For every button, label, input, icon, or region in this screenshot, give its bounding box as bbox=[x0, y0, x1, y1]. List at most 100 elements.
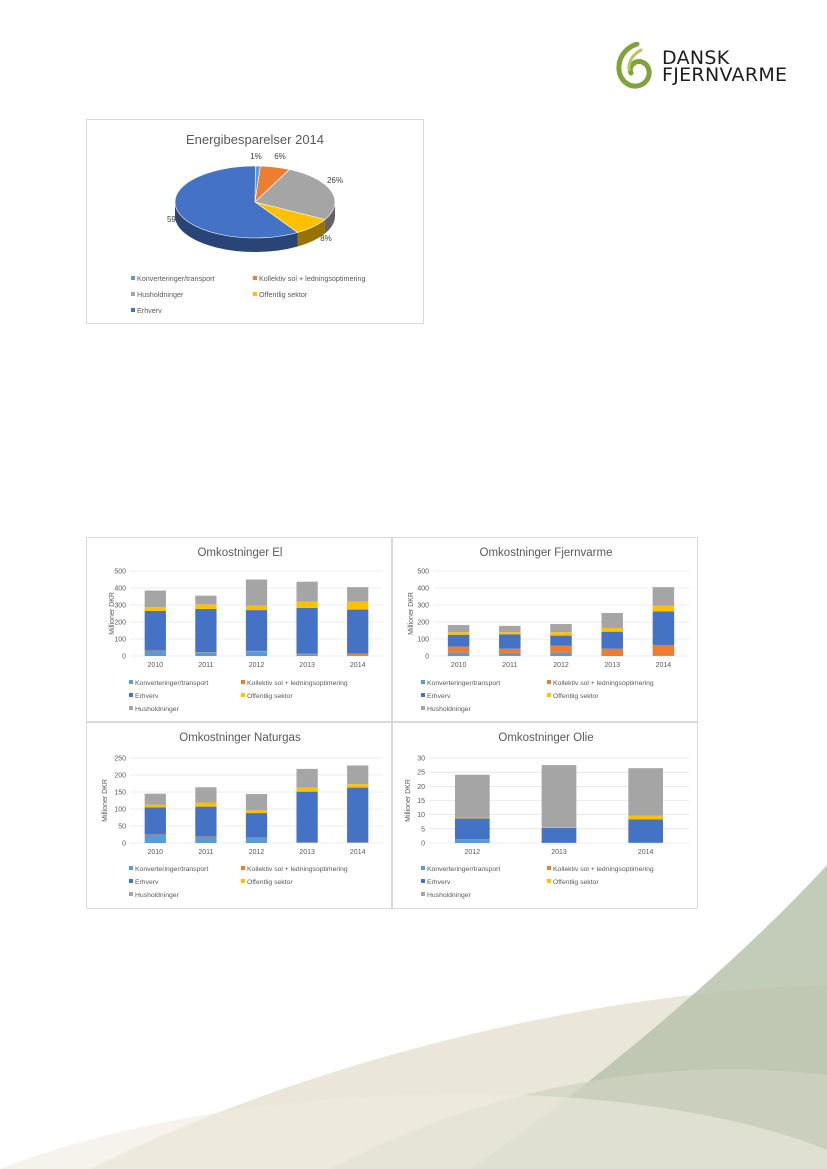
logo-line-1: DANSK bbox=[662, 47, 730, 69]
bar-segment-konverteringer-2014 bbox=[347, 655, 369, 656]
bar-segment-offentlig-2010 bbox=[144, 607, 166, 611]
dansk-fjernvarme-logo: DANSK FJERNVARME bbox=[615, 42, 815, 92]
bar-segment-kollektiv-2012 bbox=[550, 645, 572, 653]
y-tick-label: 150 bbox=[114, 790, 126, 797]
bar-segment-erhverv-2014 bbox=[628, 819, 663, 843]
bar-segment-erhverv-2013 bbox=[296, 607, 318, 654]
bar-chart-naturgas: Omkostninger Naturgas Millioner DKR 0 50 100… bbox=[86, 722, 392, 909]
bar-segment-erhverv-2012 bbox=[245, 813, 268, 838]
bar-segment-kollektiv-2014 bbox=[347, 653, 369, 656]
bar-segment-erhverv-2012 bbox=[245, 610, 268, 651]
chart-title: Omkostninger Olie bbox=[498, 732, 593, 744]
pie-legend-label-offentlig: Offentlig sektor bbox=[259, 290, 308, 299]
y-tick-label: 400 bbox=[417, 586, 429, 593]
legend-swatch-husholdninger bbox=[129, 892, 133, 896]
bar-chart-el: Omkostninger El Millioner DKR 0 100 200 300 40… bbox=[86, 537, 392, 722]
pie-data-label-erhverv: 59% bbox=[167, 215, 183, 224]
legend-label-offentlig: Offentlig sektor bbox=[247, 879, 293, 886]
legend-label-kollektiv: Kollektiv sol + ledningsoptimering bbox=[553, 866, 654, 873]
x-tick-label: 2014 bbox=[638, 849, 654, 856]
y-axis-label: Millioner DKR bbox=[102, 779, 109, 822]
pie-legend-label-konverteringer: Konverteringer/transport bbox=[137, 274, 215, 283]
bar-segment-kollektiv-2010 bbox=[447, 646, 470, 653]
legend-label-offentlig: Offentlig sektor bbox=[247, 693, 293, 700]
legend-swatch-erhverv bbox=[129, 879, 133, 883]
bar-segment-erhverv-2011 bbox=[195, 608, 217, 653]
bar-segment-husholdninger-2014 bbox=[347, 765, 369, 785]
y-tick-label: 100 bbox=[417, 637, 429, 644]
pie-side-husholdninger bbox=[324, 202, 335, 234]
x-tick-label: 2011 bbox=[198, 849, 213, 856]
pie-slice-erhverv bbox=[174, 165, 299, 239]
bar-segment-konverteringer-2012 bbox=[245, 837, 268, 843]
x-tick-label: 2010 bbox=[451, 662, 467, 669]
pie-data-label-husholdninger: 26% bbox=[327, 176, 343, 185]
bar-segment-husholdninger-2014 bbox=[628, 768, 663, 816]
x-tick-label: 2013 bbox=[551, 849, 567, 856]
y-tick-label: 0 bbox=[421, 841, 425, 848]
legend-swatch-erhverv bbox=[129, 693, 133, 697]
bar-chart-naturgas-plot: Omkostninger Naturgas Millioner DKR 0 50 100… bbox=[102, 732, 383, 899]
y-tick-label: 0 bbox=[122, 841, 126, 848]
bar-segment-offentlig-2014 bbox=[347, 601, 369, 610]
bar-segment-konverteringer-2014 bbox=[347, 842, 369, 843]
bar-segment-offentlig-2010 bbox=[447, 632, 470, 635]
y-tick-label: 200 bbox=[417, 620, 429, 627]
bar-segment-kollektiv-2011 bbox=[499, 648, 521, 653]
y-tick-label: 500 bbox=[114, 569, 126, 576]
legend-swatch-kollektiv bbox=[547, 680, 551, 684]
pie-legend-swatch-offentlig bbox=[253, 292, 257, 296]
pie-data-label-offentlig: 8% bbox=[320, 234, 332, 243]
legend-swatch-konverteringer bbox=[129, 866, 133, 870]
legend-swatch-husholdninger bbox=[421, 706, 425, 710]
pie-data-label-konverteringer: 1% bbox=[250, 152, 262, 161]
bar-segment-erhverv-2010 bbox=[447, 634, 470, 647]
bar-chart-el-plot: Omkostninger El Millioner DKR 0 100 200 300 40… bbox=[109, 547, 383, 713]
bar-segment-husholdninger-2012 bbox=[550, 624, 572, 633]
chart-title: Omkostninger El bbox=[197, 547, 282, 559]
y-tick-label: 500 bbox=[417, 569, 429, 576]
legend-swatch-kollektiv bbox=[547, 866, 551, 870]
bar-segment-konverteringer-2010 bbox=[144, 650, 166, 656]
legend-label-offentlig: Offentlig sektor bbox=[553, 693, 599, 700]
bar-segment-husholdninger-2011 bbox=[499, 625, 521, 633]
bar-segment-erhverv-2013 bbox=[601, 631, 623, 649]
legend-label-husholdninger: Husholdninger bbox=[427, 892, 472, 899]
y-axis-label: Millioner DKR bbox=[408, 592, 415, 635]
bar-segment-offentlig-2014 bbox=[652, 605, 675, 612]
bar-segment-offentlig-2012 bbox=[245, 605, 268, 611]
bar-segment-erhverv-2013 bbox=[541, 827, 577, 843]
legend-swatch-erhverv bbox=[421, 879, 425, 883]
bar-segment-konverteringer-2013 bbox=[296, 654, 318, 656]
legend-label-konverteringer: Konverteringer/transport bbox=[427, 680, 500, 687]
logo-line-2: FJERNVARME bbox=[662, 64, 788, 86]
bar-segment-erhverv-2011 bbox=[499, 634, 521, 649]
y-tick-label: 100 bbox=[114, 637, 126, 644]
y-tick-label: 20 bbox=[417, 784, 425, 791]
bar-segment-offentlig-2011 bbox=[499, 632, 521, 635]
bar-segment-erhverv-2012 bbox=[455, 818, 490, 840]
y-tick-label: 50 bbox=[118, 824, 126, 831]
bar-segment-husholdninger-2010 bbox=[447, 625, 470, 633]
legend-label-husholdninger: Husholdninger bbox=[427, 706, 472, 713]
bar-segment-konverteringer-2014 bbox=[628, 842, 663, 843]
bar-segment-offentlig-2013 bbox=[296, 787, 318, 792]
x-tick-label: 2013 bbox=[604, 662, 620, 669]
y-tick-label: 300 bbox=[417, 603, 429, 610]
pie-legend-swatch-konverteringer bbox=[131, 276, 135, 280]
x-tick-label: 2014 bbox=[350, 849, 366, 856]
bar-segment-konverteringer-2010 bbox=[144, 834, 166, 843]
legend-swatch-kollektiv bbox=[241, 866, 245, 870]
legend-swatch-offentlig bbox=[241, 693, 245, 697]
y-tick-label: 250 bbox=[114, 756, 126, 763]
bar-segment-husholdninger-2014 bbox=[347, 587, 369, 602]
legend-swatch-kollektiv bbox=[241, 680, 245, 684]
pie-side-offentlig bbox=[297, 219, 325, 247]
legend-swatch-husholdninger bbox=[421, 892, 425, 896]
bar-segment-offentlig-2014 bbox=[347, 784, 369, 788]
pie-legend-swatch-husholdninger bbox=[131, 292, 135, 296]
bar-segment-husholdninger-2012 bbox=[245, 579, 268, 606]
bar-segment-konverteringer-2012 bbox=[550, 652, 572, 656]
y-tick-label: 10 bbox=[417, 812, 425, 819]
